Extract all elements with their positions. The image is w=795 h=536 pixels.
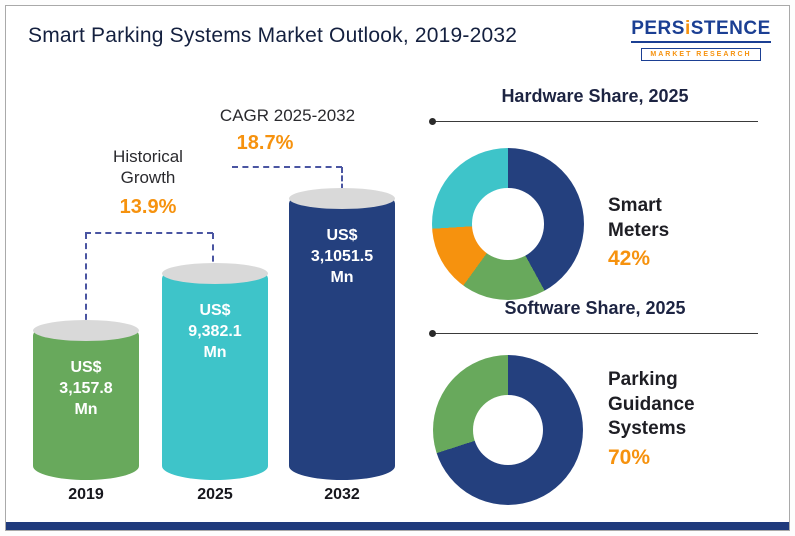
hardware-share-title: Hardware Share, 2025	[501, 86, 689, 106]
bar-2019-value: US$ 3,157.8 Mn	[59, 359, 113, 418]
logo-text-1: PERS	[631, 18, 685, 39]
software-callout: Parking Guidance Systems 70%	[608, 368, 738, 471]
software-share-title: Software Share, 2025	[504, 298, 686, 318]
software-share-donut-chart	[433, 355, 583, 505]
dashed-connector-line	[232, 166, 342, 168]
dashed-connector-line	[212, 233, 214, 273]
bar-2025: US$ 9,382.1 Mn	[162, 263, 268, 480]
hardware-callout-label: Smart Meters	[608, 195, 670, 241]
bar-2032-body	[289, 198, 395, 480]
page-title: Smart Parking Systems Market Outlook, 20…	[28, 24, 518, 47]
bar-2025-value: US$ 9,382.1 Mn	[188, 302, 242, 361]
bar-2025-top-ellipse	[162, 263, 268, 284]
bar-2019-body	[33, 330, 139, 480]
bar-2032-top-ellipse	[289, 188, 395, 209]
axis-label-2025: 2025	[197, 486, 233, 503]
dashed-connector-line	[85, 233, 87, 330]
rule-dot	[429, 118, 436, 125]
bottom-accent-bar	[6, 522, 789, 530]
dashed-connector-line	[341, 167, 343, 198]
rule-dot	[429, 330, 436, 337]
software-callout-value: 70%	[608, 446, 651, 470]
software-callout-label: Parking Guidance Systems	[608, 369, 695, 440]
hardware-callout-value: 42%	[608, 247, 651, 271]
annotation-historical-growth-value: 13.9%	[119, 196, 177, 218]
hardware-share-donut-chart	[432, 148, 584, 300]
bar-2032: US$ 3,1051.5 Mn	[289, 188, 395, 480]
logo-subtitle: MARKET RESEARCH	[641, 48, 761, 61]
software-section-rule	[429, 330, 758, 337]
bar-2032-value: US$ 3,1051.5 Mn	[310, 227, 374, 286]
logo-wordmark: PERSiSTENCE	[631, 18, 771, 43]
axis-label-2019: 2019	[68, 486, 104, 503]
axis-label-2032: 2032	[324, 486, 360, 503]
hardware-callout: Smart Meters 42%	[608, 194, 718, 273]
dashed-connector-line	[85, 232, 213, 234]
persistence-logo: PERSiSTENCE MARKET RESEARCH	[627, 18, 775, 61]
logo-text-2: STENCE	[690, 18, 771, 39]
bar-2025-body	[162, 273, 268, 480]
annotation-cagr-value: 18.7%	[236, 132, 294, 154]
hardware-section-rule	[429, 118, 758, 125]
annotation-historical-growth-label: Historical Growth	[113, 147, 183, 188]
annotation-cagr-label: CAGR 2025-2032	[219, 106, 356, 125]
bar-2019-top-ellipse	[33, 320, 139, 341]
bar-2019: US$ 3,157.8 Mn	[33, 320, 139, 480]
logo-text-i: i	[684, 18, 691, 39]
